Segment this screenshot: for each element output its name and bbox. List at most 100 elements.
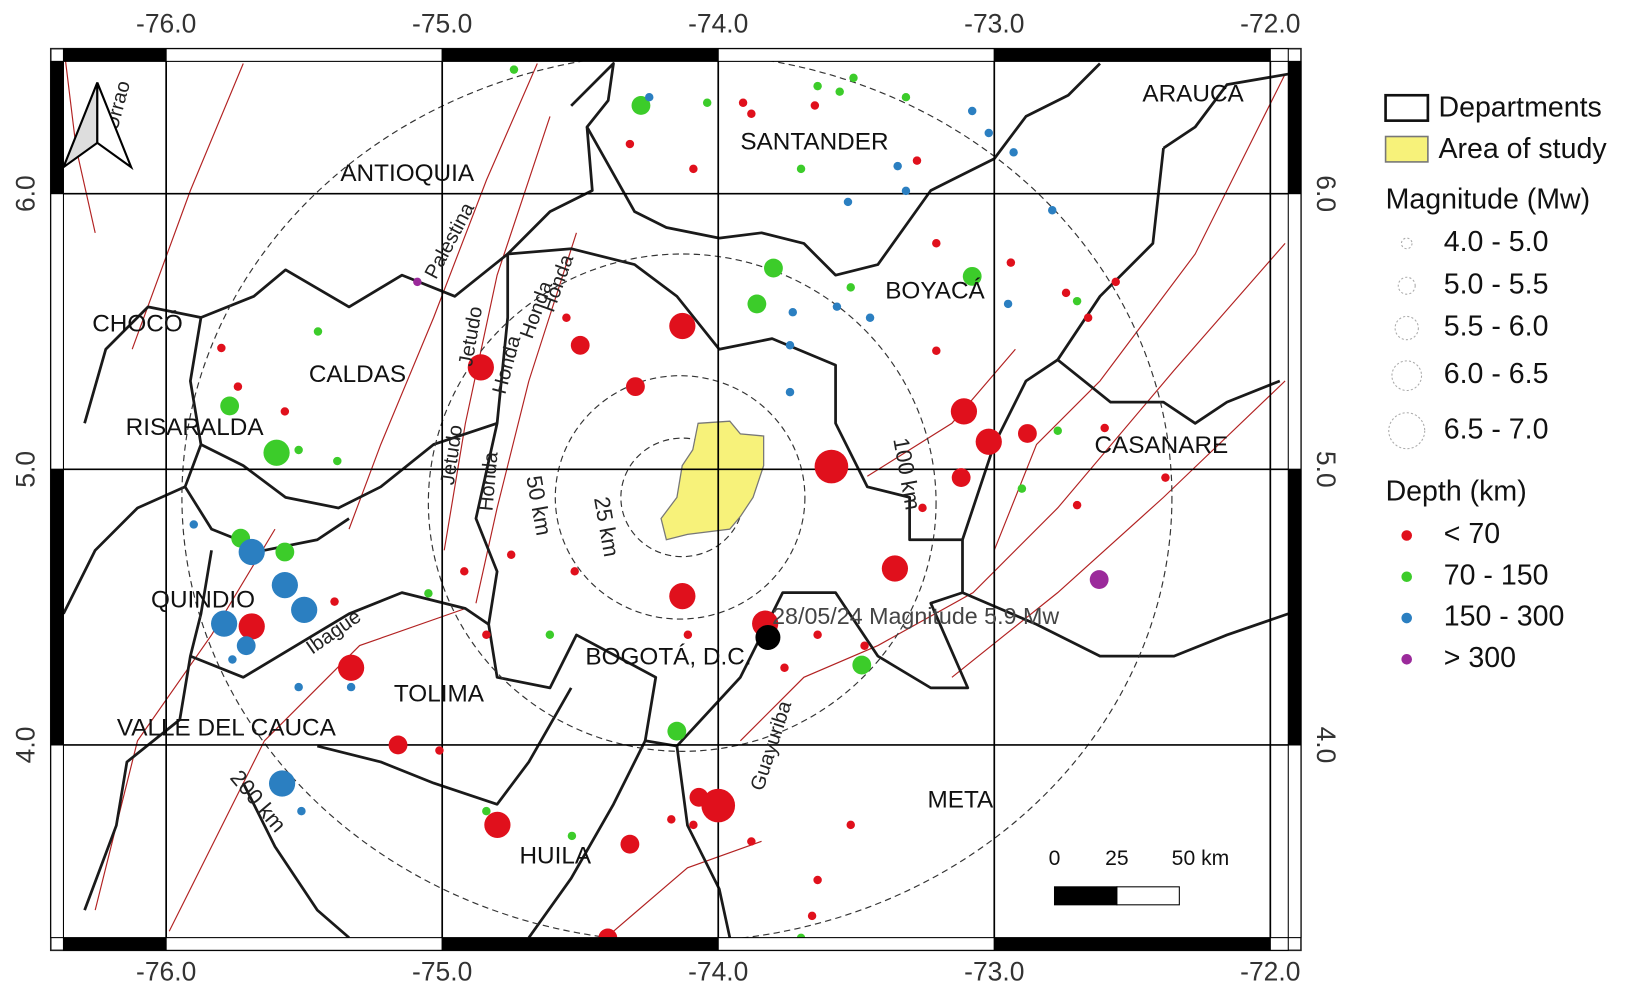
earthquake bbox=[747, 109, 756, 118]
earthquake bbox=[297, 806, 306, 816]
legend-marker bbox=[1401, 612, 1413, 624]
earthquake bbox=[562, 313, 571, 322]
legend-marker bbox=[1391, 360, 1423, 392]
legend-label: > 300 bbox=[1444, 642, 1516, 674]
earthquake bbox=[764, 258, 783, 278]
earthquake bbox=[388, 735, 408, 755]
border-segment bbox=[441, 937, 719, 951]
scale-bar: 0 25 50 km bbox=[1049, 847, 1230, 906]
earthquake bbox=[545, 630, 555, 639]
earthquake bbox=[912, 156, 922, 165]
earthquake bbox=[424, 589, 433, 598]
department-label: CALDAS bbox=[309, 361, 406, 388]
legend-label: 6.0 - 6.5 bbox=[1444, 358, 1549, 390]
department-boundary bbox=[527, 740, 647, 938]
y-tick-label: 5.0 bbox=[10, 451, 40, 488]
earthquake bbox=[268, 770, 296, 797]
legend-label: 6.5 - 7.0 bbox=[1444, 413, 1549, 445]
scale-segment bbox=[1116, 886, 1180, 906]
legend-swatch bbox=[1384, 135, 1429, 163]
earthquake bbox=[901, 92, 911, 102]
scale-label: 50 km bbox=[1172, 847, 1230, 870]
department-boundary bbox=[83, 550, 213, 911]
department-boundary bbox=[961, 358, 1281, 541]
x-tick-label: -75.0 bbox=[412, 8, 472, 38]
border-segment bbox=[165, 937, 443, 951]
border-segment bbox=[993, 937, 1271, 951]
border-segment bbox=[50, 468, 64, 746]
department-label: RISARALDA bbox=[126, 414, 265, 441]
earthquake bbox=[631, 96, 651, 115]
legend-label: < 70 bbox=[1444, 518, 1500, 550]
department-boundary bbox=[961, 591, 1289, 658]
earthquake bbox=[813, 630, 822, 639]
fault-line bbox=[475, 232, 577, 604]
earthquake bbox=[509, 65, 519, 74]
border-segment bbox=[717, 48, 995, 62]
earthquake bbox=[1048, 205, 1057, 215]
earthquake bbox=[785, 387, 795, 397]
department-boundary bbox=[570, 62, 1101, 277]
earthquake bbox=[228, 655, 237, 664]
earthquake bbox=[813, 875, 822, 885]
border-segment bbox=[50, 60, 64, 195]
earthquake bbox=[832, 302, 842, 311]
earthquake bbox=[1111, 277, 1120, 287]
department-boundary bbox=[242, 782, 350, 938]
earthquake bbox=[337, 654, 365, 681]
legend: Departments Area of study Magnitude (Mw)… bbox=[1384, 92, 1607, 674]
earthquake bbox=[275, 542, 295, 562]
tick-labels: -76.0 -76.0 -75.0 -75.0 -74.0 -74.0 -73.0 -73.0… bbox=[10, 8, 1341, 986]
earthquake bbox=[849, 73, 858, 83]
scale-label: 0 bbox=[1049, 847, 1061, 870]
earthquake bbox=[932, 346, 941, 356]
earthquake bbox=[701, 788, 736, 823]
legend-label: 5.5 - 6.0 bbox=[1444, 311, 1549, 343]
department-boundary bbox=[1056, 148, 1165, 361]
earthquake bbox=[211, 610, 238, 637]
earthquake bbox=[669, 582, 696, 610]
events bbox=[189, 65, 1170, 938]
earthquake bbox=[975, 428, 1002, 455]
distance-ring bbox=[427, 253, 937, 752]
earthquake bbox=[626, 377, 645, 397]
earthquake bbox=[932, 239, 941, 248]
fault-line bbox=[739, 243, 1286, 742]
department-boundary bbox=[506, 126, 594, 255]
earthquake bbox=[738, 98, 748, 107]
earthquake bbox=[1100, 423, 1109, 433]
earthquake bbox=[644, 92, 654, 102]
earthquake bbox=[788, 307, 797, 317]
legend-label: 4.0 - 5.0 bbox=[1444, 226, 1549, 258]
earthquake bbox=[785, 341, 795, 350]
earthquake bbox=[667, 815, 676, 824]
border-segment bbox=[1287, 468, 1302, 746]
border-segment bbox=[165, 48, 443, 62]
legend-marker bbox=[1388, 412, 1426, 450]
department-label: VALLE DEL CAUCA bbox=[117, 715, 337, 742]
earthquake bbox=[1161, 473, 1170, 482]
department-label: TOLIMA bbox=[394, 681, 485, 708]
earthquake bbox=[835, 87, 844, 96]
earthquake bbox=[217, 343, 226, 353]
border-segment bbox=[441, 48, 719, 62]
main-event bbox=[755, 624, 781, 650]
department-boundary bbox=[189, 591, 490, 679]
border-segment bbox=[993, 48, 1271, 62]
department-label: SANTANDER bbox=[740, 128, 888, 155]
legend-marker bbox=[1400, 237, 1413, 250]
legend-title: Depth (km) bbox=[1386, 476, 1527, 508]
earthquake bbox=[570, 567, 579, 576]
earthquake bbox=[814, 449, 849, 484]
scale-segment bbox=[1053, 886, 1118, 906]
department-boundary bbox=[83, 252, 509, 424]
department-label: CASANARE bbox=[1094, 432, 1228, 459]
event-annotation: 28/05/24 Magnitude 5.9 Mw bbox=[772, 603, 1059, 629]
department-boundary bbox=[63, 421, 498, 615]
earthquake bbox=[1053, 426, 1062, 435]
earthquake bbox=[683, 630, 693, 639]
earthquake bbox=[1006, 258, 1016, 267]
earthquake bbox=[813, 81, 822, 91]
earthquake bbox=[238, 538, 265, 566]
